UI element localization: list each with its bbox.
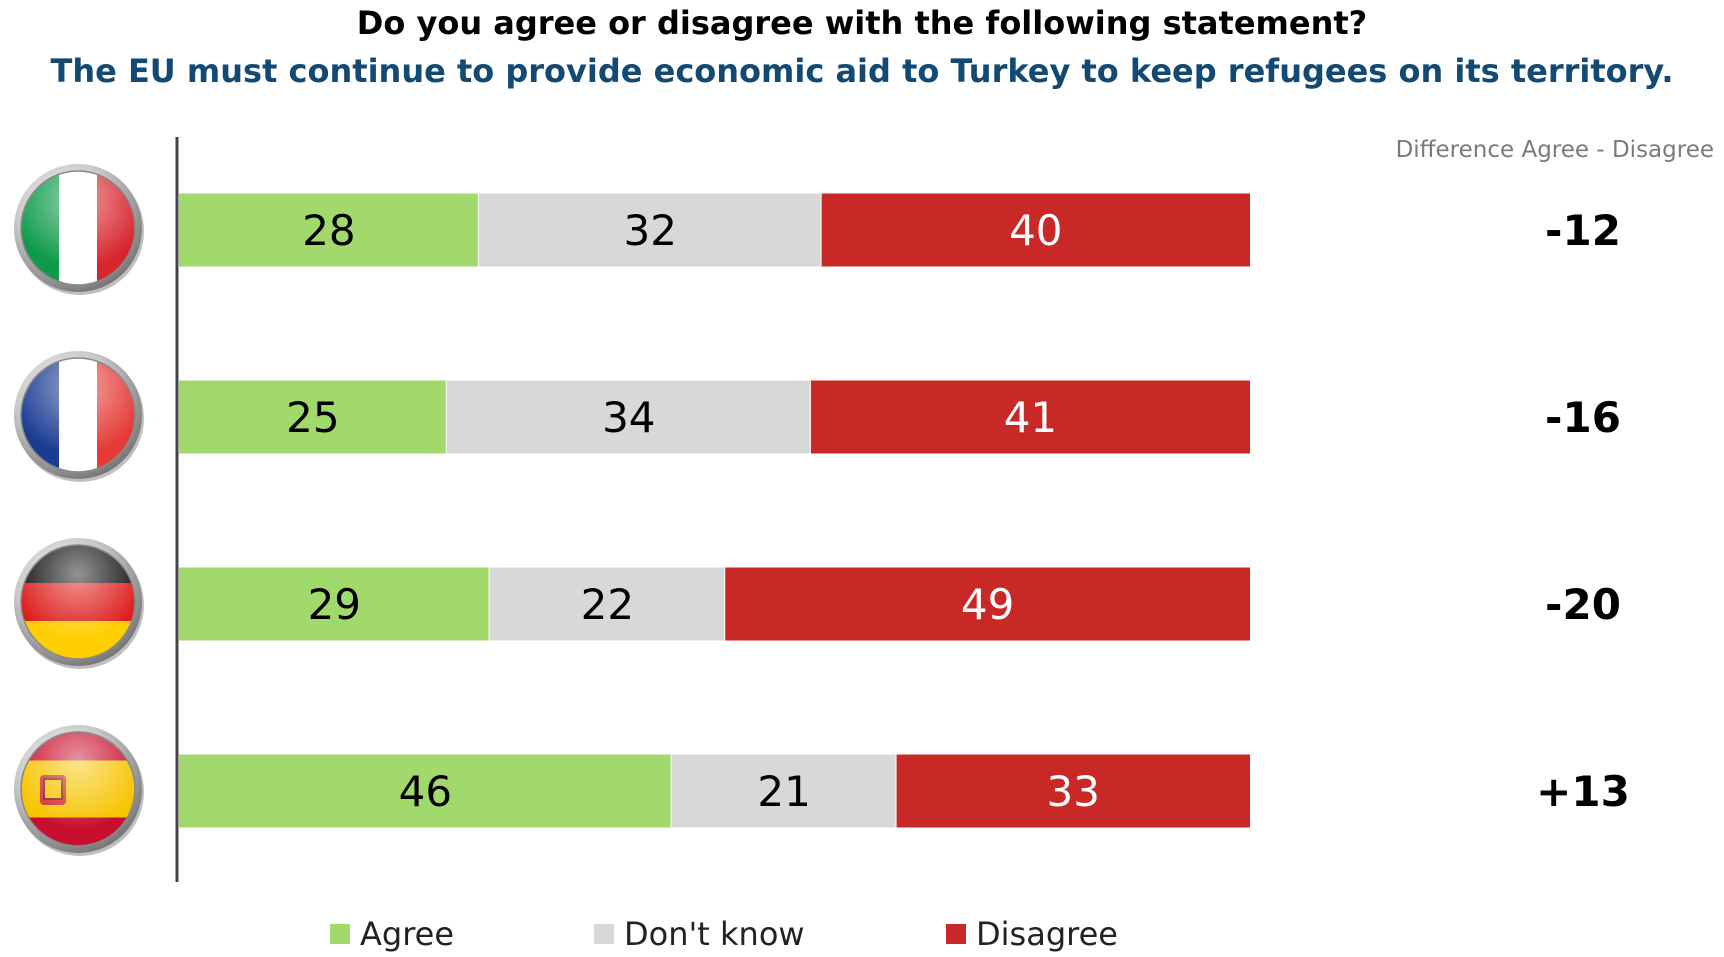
- bar-disagree: [725, 567, 1250, 641]
- chart-subtitle: The EU must continue to provide economic…: [50, 52, 1674, 90]
- data-label-disagree: 33: [1047, 767, 1100, 816]
- legend-swatch-dont-know: [594, 924, 614, 944]
- bar-disagree: [896, 754, 1250, 828]
- legend-label-disagree: Disagree: [976, 915, 1118, 953]
- data-label-dont-know: 22: [581, 580, 634, 629]
- france-flag-icon: [14, 351, 144, 482]
- data-label-dont-know: 32: [624, 206, 677, 255]
- stacked-bar-chart: 28 32 40 -12 25 34 41 -16 29 22 49 -20 46 21 33 +13: [14, 137, 1630, 882]
- germany-flag-icon: [14, 538, 144, 669]
- bar-dont-know: [489, 567, 726, 641]
- data-label-agree: 46: [399, 767, 452, 816]
- bar-dont-know: [446, 380, 811, 454]
- spain-flag-icon: [14, 725, 144, 856]
- difference-value: +13: [1536, 767, 1630, 816]
- legend-item-agree: Agree: [330, 915, 454, 953]
- bar-disagree: [821, 193, 1250, 267]
- bar-dont-know: [478, 193, 822, 267]
- bar-agree: [179, 754, 672, 828]
- legend: Agree Don't know Disagree: [0, 915, 1724, 957]
- bar-dont-know: [671, 754, 897, 828]
- difference-value: -16: [1545, 393, 1621, 442]
- difference-value: -12: [1545, 206, 1621, 255]
- legend-item-disagree: Disagree: [946, 915, 1118, 953]
- difference-header: Difference Agree - Disagree: [1395, 137, 1714, 163]
- data-label-disagree: 49: [961, 580, 1014, 629]
- data-label-agree: 29: [308, 580, 361, 629]
- chart-title: Do you agree or disagree with the follow…: [356, 4, 1368, 42]
- data-label-agree: 28: [302, 206, 355, 255]
- legend-label-agree: Agree: [360, 915, 455, 953]
- data-label-dont-know: 34: [602, 393, 655, 442]
- data-label-dont-know: 21: [757, 767, 810, 816]
- bar-agree: [179, 567, 490, 641]
- data-label-agree: 25: [286, 393, 339, 442]
- italy-flag-icon: [14, 164, 144, 295]
- legend-label-dont-know: Don't know: [624, 915, 805, 953]
- data-label-disagree: 40: [1009, 206, 1062, 255]
- bar-agree: [179, 193, 479, 267]
- legend-swatch-disagree: [946, 924, 966, 944]
- difference-value: -20: [1545, 580, 1621, 629]
- legend-swatch-agree: [330, 924, 350, 944]
- data-label-disagree: 41: [1004, 393, 1057, 442]
- bar-agree: [179, 380, 447, 454]
- bar-disagree: [810, 380, 1250, 454]
- legend-item-dont-know: Don't know: [594, 915, 805, 953]
